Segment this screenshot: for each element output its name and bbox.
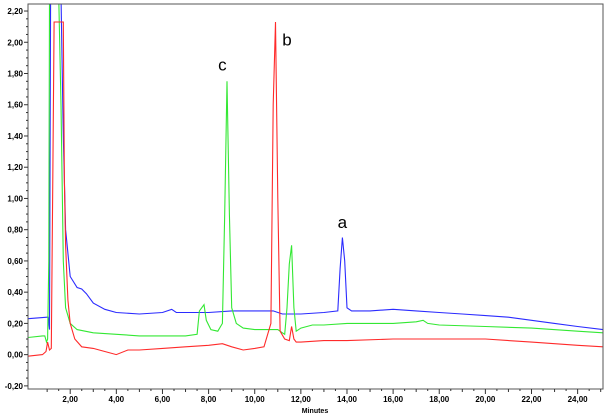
y-tick-label: 1,20 <box>7 163 23 172</box>
y-tick-label: -0,20 <box>5 382 24 391</box>
x-axis-label: Minutes <box>302 408 329 415</box>
y-tick-label: 0,20 <box>7 319 23 328</box>
x-tick-label: 24,00 <box>568 395 589 404</box>
y-tick-label: 1,80 <box>7 70 23 79</box>
y-tick-label: 1,40 <box>7 132 23 141</box>
x-tick-label: 18,00 <box>429 395 450 404</box>
y-tick-label: 1,60 <box>7 101 23 110</box>
series-line-red <box>28 21 603 357</box>
x-tick-label: 14,00 <box>337 395 358 404</box>
x-tick-label: 12,00 <box>291 395 312 404</box>
peak-label-c: c <box>218 55 227 74</box>
y-tick-label: 0,60 <box>7 257 23 266</box>
y-tick-label: 2,20 <box>7 7 23 16</box>
x-tick-label: 8,00 <box>201 395 217 404</box>
x-tick-label: 16,00 <box>383 395 404 404</box>
y-tick-label: 0,40 <box>7 288 23 297</box>
series-line-blue <box>28 4 603 331</box>
y-tick-label: 0,00 <box>7 351 23 360</box>
peak-label-b: b <box>282 30 291 49</box>
peak-label-a: a <box>338 213 348 232</box>
x-tick-label: 2,00 <box>62 395 78 404</box>
plot-frame <box>27 3 604 390</box>
x-tick-label: 6,00 <box>155 395 171 404</box>
y-tick-label: 1,00 <box>7 194 23 203</box>
x-tick-label: 22,00 <box>521 395 542 404</box>
y-tick-label: 2,00 <box>7 38 23 47</box>
x-tick-label: 20,00 <box>475 395 496 404</box>
y-tick-label: 0,80 <box>7 226 23 235</box>
series-line-green <box>28 4 603 344</box>
x-tick-label: 4,00 <box>109 395 125 404</box>
x-tick-label: 10,00 <box>245 395 266 404</box>
